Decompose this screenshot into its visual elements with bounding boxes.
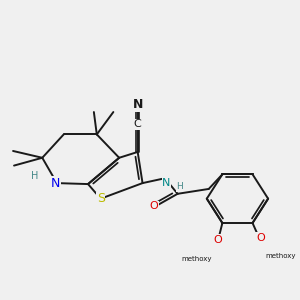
Text: H: H [31,171,39,181]
Text: O: O [213,235,222,244]
Text: methoxy: methoxy [266,253,296,259]
Text: S: S [97,192,105,205]
Text: C: C [134,119,142,129]
Text: N: N [162,178,171,188]
Text: O: O [149,202,158,212]
Text: methoxy: methoxy [182,256,212,262]
Text: H: H [176,182,183,191]
Text: N: N [133,98,143,111]
Text: N: N [51,177,60,190]
Text: O: O [256,232,265,243]
